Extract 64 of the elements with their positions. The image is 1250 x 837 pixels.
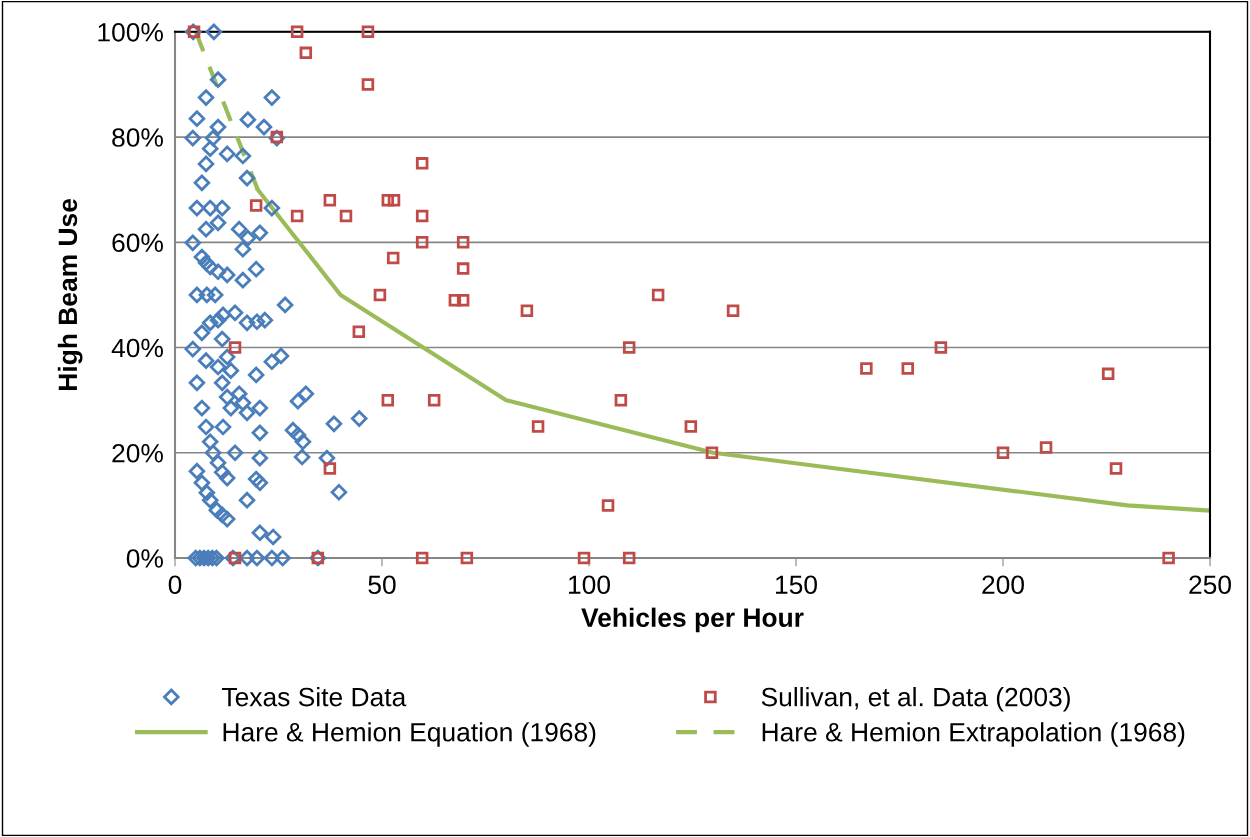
point	[622, 551, 636, 565]
y-axis-title: High Beam Use	[57, 199, 83, 390]
point	[456, 293, 470, 307]
point	[651, 288, 665, 302]
point	[996, 446, 1010, 460]
point	[934, 341, 948, 354]
legend-label: Sullivan, et al. Data (2003)	[761, 687, 1070, 712]
point	[228, 551, 242, 565]
point	[601, 499, 615, 512]
point	[520, 304, 534, 317]
point	[339, 209, 353, 223]
x-tick-label: 150	[776, 575, 817, 595]
point	[290, 25, 304, 39]
y-tick-label: 100%	[98, 22, 163, 42]
point	[622, 341, 636, 354]
point	[705, 446, 719, 460]
point	[290, 209, 304, 223]
legend-label: Hare & Hemion Extrapolation (1968)	[762, 722, 1185, 747]
point	[1039, 441, 1053, 454]
legend-label: Texas Site Data	[222, 687, 407, 707]
point	[415, 209, 429, 223]
point	[386, 251, 400, 265]
point	[1101, 367, 1115, 381]
point	[1162, 551, 1175, 565]
point	[456, 236, 470, 249]
x-tick-label: 0	[168, 575, 182, 595]
x-axis-title: Vehicles per Hour	[581, 607, 804, 633]
point	[415, 551, 429, 565]
point	[456, 262, 470, 275]
point	[249, 199, 263, 212]
y-tick-label: 0%	[126, 549, 163, 568]
x-tick-label: 50	[368, 575, 396, 595]
point	[726, 304, 740, 317]
point	[427, 393, 441, 407]
point	[373, 288, 387, 302]
y-tick-label: 20%	[112, 443, 163, 463]
x-tick-label: 250	[1189, 575, 1231, 595]
legend-label: Hare & Hemion Equation (1968)	[223, 722, 596, 747]
point	[577, 551, 591, 565]
y-tick-label: 80%	[112, 128, 163, 147]
point	[228, 341, 242, 354]
point	[381, 193, 395, 207]
point	[614, 393, 628, 407]
y-tick-label: 40%	[111, 338, 163, 358]
point	[299, 46, 313, 60]
point	[448, 293, 462, 307]
point	[361, 25, 375, 39]
point	[460, 551, 474, 565]
point	[684, 420, 698, 433]
point	[352, 325, 366, 338]
point	[901, 362, 915, 375]
point	[415, 157, 429, 170]
point	[387, 193, 401, 207]
point	[531, 420, 545, 433]
x-tick-label: 100	[569, 575, 610, 595]
point	[323, 462, 337, 475]
point	[1109, 462, 1123, 475]
point	[323, 193, 337, 207]
point	[361, 78, 375, 91]
point	[415, 236, 429, 249]
point	[381, 393, 395, 407]
y-tick-label: 60%	[112, 233, 163, 253]
point	[860, 362, 873, 375]
x-tick-label: 200	[982, 575, 1024, 595]
